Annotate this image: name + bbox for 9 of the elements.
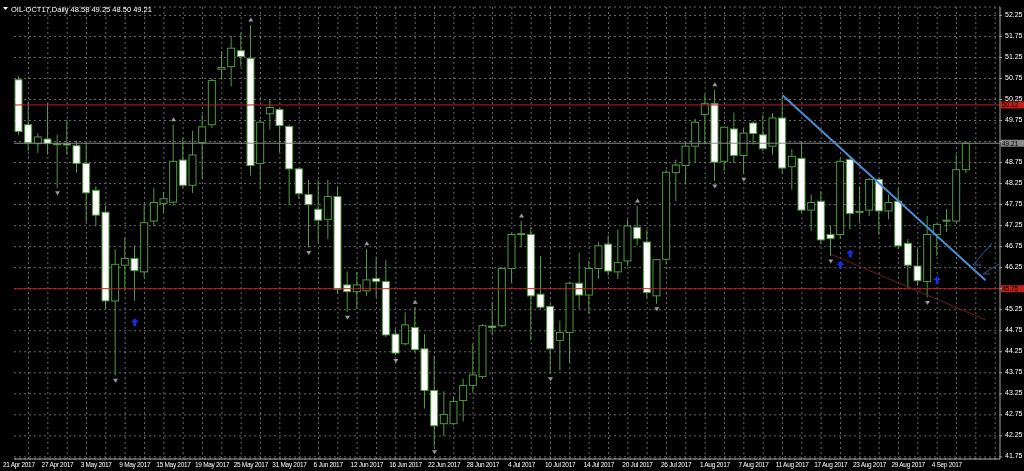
candlestick bbox=[227, 35, 236, 87]
candlestick bbox=[932, 223, 941, 257]
candlestick bbox=[217, 50, 226, 81]
candlestick bbox=[236, 32, 245, 68]
candlestick bbox=[459, 378, 468, 422]
candlestick bbox=[613, 228, 622, 280]
candlestick bbox=[314, 179, 323, 243]
candlestick bbox=[198, 114, 207, 180]
candlestick bbox=[304, 179, 313, 249]
